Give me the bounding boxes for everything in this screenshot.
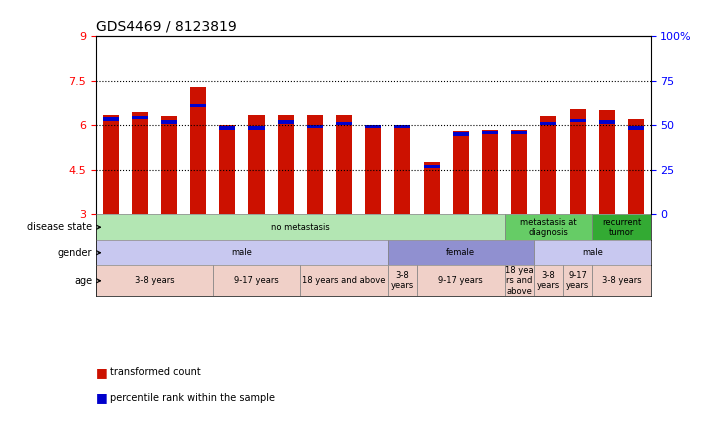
Bar <box>102 115 119 214</box>
Bar <box>365 125 381 214</box>
Bar <box>628 126 644 130</box>
Text: ■: ■ <box>96 391 108 404</box>
Text: 3-8
years: 3-8 years <box>391 271 414 291</box>
Bar <box>511 131 528 134</box>
Bar <box>599 120 615 124</box>
Text: GDS4469 / 8123819: GDS4469 / 8123819 <box>96 19 237 33</box>
Bar <box>219 126 235 130</box>
Bar <box>132 112 148 214</box>
Bar <box>190 87 206 214</box>
Text: age: age <box>75 276 92 286</box>
Text: 9-17 years: 9-17 years <box>439 276 483 285</box>
Bar <box>424 162 439 214</box>
Bar <box>540 116 557 214</box>
Bar <box>505 214 592 240</box>
Bar <box>249 115 264 214</box>
Bar <box>570 109 586 214</box>
Bar <box>307 115 323 214</box>
Bar <box>190 104 206 107</box>
Bar <box>388 266 417 296</box>
Text: gender: gender <box>58 248 92 258</box>
Bar <box>161 120 177 124</box>
Text: 9-17
years: 9-17 years <box>566 271 589 291</box>
Bar <box>278 115 294 214</box>
Bar <box>628 119 644 214</box>
Text: 3-8 years: 3-8 years <box>134 276 174 285</box>
Bar <box>511 130 528 214</box>
Bar <box>300 266 388 296</box>
Bar <box>96 266 213 296</box>
Text: female: female <box>447 248 476 257</box>
Bar <box>249 126 264 130</box>
Bar <box>570 119 586 122</box>
Bar <box>534 240 651 266</box>
Bar <box>592 266 651 296</box>
Bar <box>482 131 498 134</box>
Text: transformed count: transformed count <box>110 367 201 377</box>
Bar <box>96 240 388 266</box>
Bar <box>453 132 469 136</box>
Text: 9-17 years: 9-17 years <box>234 276 279 285</box>
Bar <box>161 116 177 214</box>
Bar <box>592 214 651 240</box>
Text: male: male <box>582 248 603 257</box>
Bar <box>534 266 563 296</box>
Bar <box>365 125 381 128</box>
Text: male: male <box>232 248 252 257</box>
Bar <box>336 122 352 125</box>
Bar <box>505 266 534 296</box>
Text: 3-8
years: 3-8 years <box>537 271 560 291</box>
Text: metastasis at
diagnosis: metastasis at diagnosis <box>520 217 577 237</box>
Bar <box>424 165 439 168</box>
Bar <box>219 125 235 214</box>
Bar <box>213 266 300 296</box>
Bar <box>388 240 534 266</box>
Bar <box>599 110 615 214</box>
Text: no metastasis: no metastasis <box>271 223 330 232</box>
Bar <box>563 266 592 296</box>
Text: disease state: disease state <box>27 222 92 232</box>
Text: 18 yea
rs and
above: 18 yea rs and above <box>505 266 533 296</box>
Bar <box>96 214 505 240</box>
Bar <box>336 115 352 214</box>
Bar <box>540 122 557 125</box>
Text: percentile rank within the sample: percentile rank within the sample <box>110 393 275 403</box>
Bar <box>482 130 498 214</box>
Bar <box>453 131 469 214</box>
Bar <box>102 117 119 121</box>
Bar <box>417 266 505 296</box>
Bar <box>395 125 410 128</box>
Text: 18 years and above: 18 years and above <box>302 276 386 285</box>
Bar <box>307 125 323 128</box>
Text: recurrent
tumor: recurrent tumor <box>602 217 641 237</box>
Bar <box>278 120 294 124</box>
Bar <box>132 116 148 119</box>
Bar <box>395 127 410 214</box>
Text: 3-8 years: 3-8 years <box>602 276 641 285</box>
Text: ■: ■ <box>96 366 108 379</box>
